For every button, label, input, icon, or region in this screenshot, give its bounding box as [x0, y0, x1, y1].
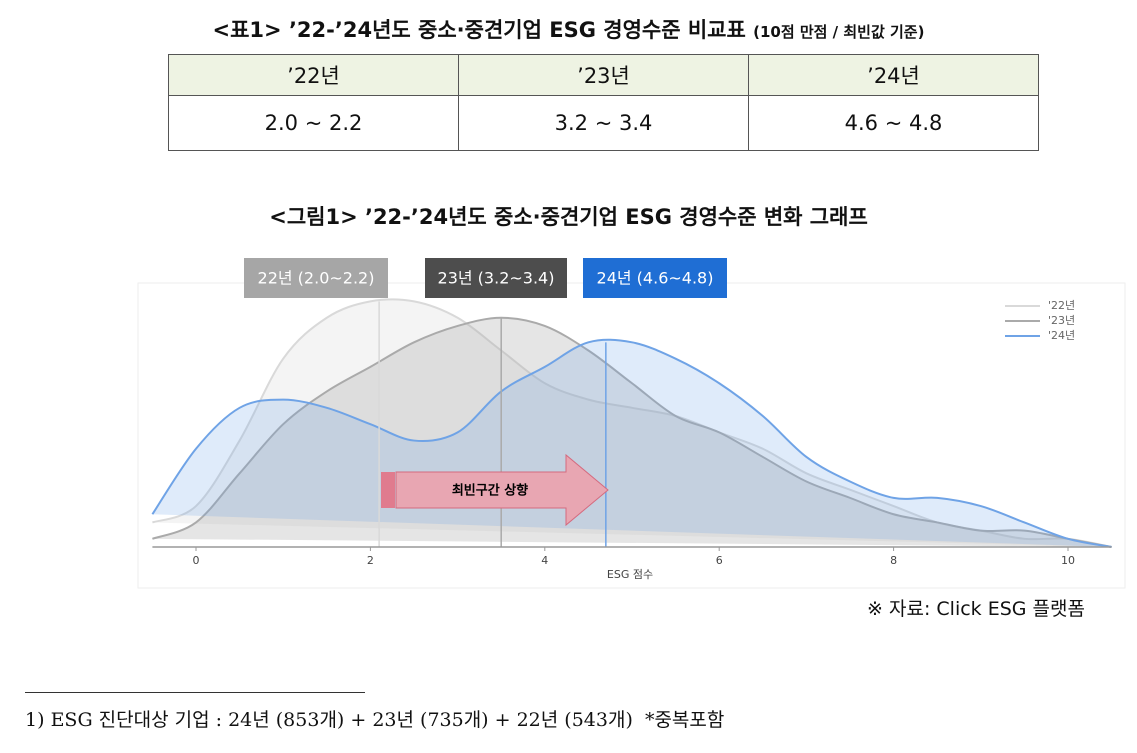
badge-label: 23년 (3.2~3.4) — [438, 269, 555, 288]
annotation: 최빈구간 상향 — [452, 483, 528, 499]
footnote-text: ESG 진단대상 기업 : 24년 (853개) + 23년 (735개) + … — [50, 709, 725, 731]
badge — [244, 258, 388, 298]
badge-label: 24년 (4.6~4.8) — [597, 269, 714, 288]
x-tick-label: 8 — [890, 554, 897, 567]
footnote: 1) ESG 진단대상 기업 : 24년 (853개) + 23년 (735개)… — [25, 705, 724, 732]
legend-label: '24년 — [1048, 329, 1075, 342]
table-title: <표1> ’22-’24년도 중소·중견기업 ESG 경영수준 비교표 — [212, 18, 746, 42]
x-axis-label: ESG 점수 — [607, 568, 653, 581]
header-cell: ’22년 — [168, 54, 459, 96]
table: ’22년 ’23년 ’24년 2.0 ~ 2.2 3.2 ~ 3.4 4.6 ~ 4.8 — [168, 54, 1039, 151]
x-tick-label: 6 — [716, 554, 723, 567]
chart-title: <그림1> ’22-’24년도 중소·중견기업 ESG 경영수준 변화 그래프 — [269, 205, 868, 229]
header-row: ’22년 ’23년 ’24년 — [168, 54, 1039, 96]
plot-frame — [137, 282, 1126, 589]
table-title-row: <표1> ’22-’24년도 중소·중견기업 ESG 경영수준 비교표 (10점… — [0, 14, 1137, 44]
table-title-note: (10점 만점 / 최빈값 기준) — [753, 23, 925, 41]
badge — [425, 258, 567, 298]
legend-label: '23년 — [1048, 314, 1075, 327]
x-tick-label: 2 — [367, 554, 374, 567]
x-tick-label: 4 — [541, 554, 548, 567]
cell: 2.0 ~ 2.2 — [168, 95, 459, 151]
arrow — [395, 453, 609, 527]
cell: 4.6 ~ 4.8 — [748, 95, 1039, 151]
footnote-rule — [25, 692, 365, 693]
footnote-marker: 1) — [25, 709, 45, 731]
header-cell: ’24년 — [748, 54, 1039, 96]
header-cell: ’23년 — [458, 54, 749, 96]
x-tick-label: 0 — [193, 554, 200, 567]
data-row: 2.0 ~ 2.2 3.2 ~ 3.4 4.6 ~ 4.8 — [168, 95, 1039, 151]
badge — [583, 258, 727, 298]
arrow-tail — [381, 472, 395, 508]
source: ※ 자료: Click ESG 플랫폼 — [867, 598, 1085, 620]
cell: 3.2 ~ 3.4 — [458, 95, 749, 151]
chart: 0 2 4 6 8 10 ESG 점수 '22년 '23년 '24년 최빈구간 상향 22년 (2… — [137, 258, 1126, 589]
legend-label: '22년 — [1048, 299, 1075, 312]
x-tick-label: 10 — [1061, 554, 1075, 567]
badge-label: 22년 (2.0~2.2) — [258, 269, 375, 288]
